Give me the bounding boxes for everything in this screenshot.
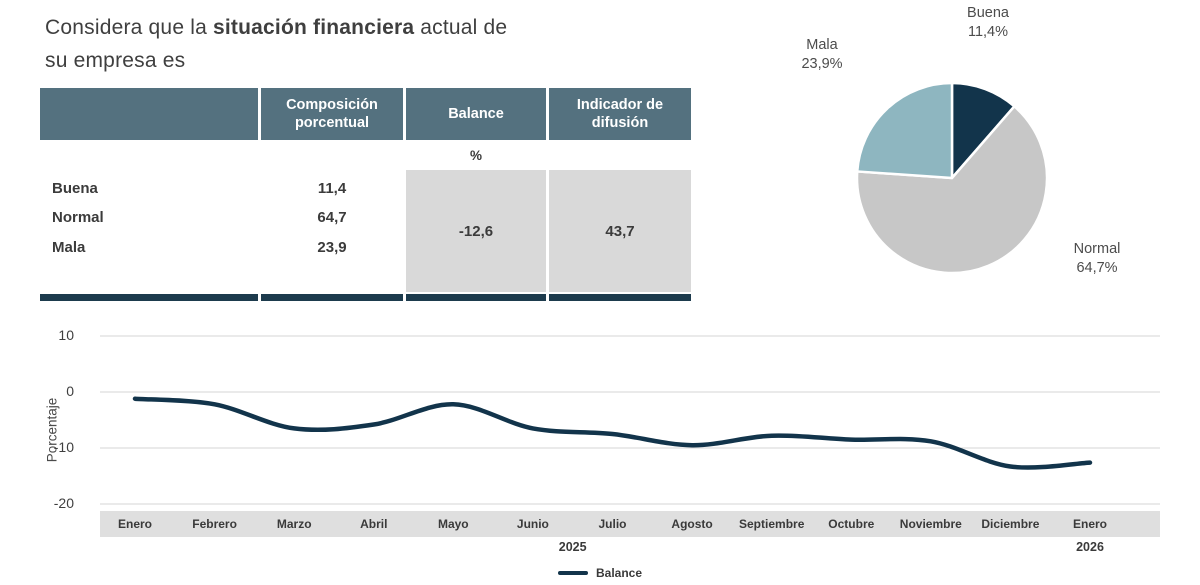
x-tick-3-abril: Abril (360, 517, 388, 531)
table-bottom-rule-4 (549, 294, 691, 301)
balance-value-cell: -12,6 (406, 170, 546, 292)
pie-chart: Buena 11,4% Mala 23,9% Normal 64,7% (780, 0, 1200, 315)
row-label-normal: Normal (52, 209, 104, 227)
x-tick-2-marzo: Marzo (276, 517, 312, 531)
x-tick-1-febrero: Febrero (192, 517, 237, 531)
value-mala: 23,9 (317, 238, 347, 256)
difusion-value: 43,7 (605, 222, 635, 240)
balance-value: -12,6 (458, 222, 494, 240)
x-tick-5-junio: Junio (516, 517, 549, 531)
pie-label-mala: Mala 23,9% (787, 36, 857, 74)
title-suffix: actual de (414, 16, 508, 39)
table-bottom-rule-3 (406, 294, 546, 301)
balance-line-chart: Porcentaje 10 0 -10 -20 Enero Febrero Marzo Ab… (0, 327, 1200, 585)
table-header-balance: Balance (406, 88, 546, 140)
x-tick-6-julio: Julio (598, 517, 627, 531)
x-tick-9-octubre: Octubre (828, 517, 875, 531)
summary-table: Composición porcentual Balance Indicador… (40, 88, 691, 301)
unit-percent-label: % (469, 147, 482, 163)
x-tick-7-agosto: Agosto (671, 517, 713, 531)
pie-label-buena-pct: 11,4% (967, 23, 1009, 40)
year-labels: 2025 2026 (100, 540, 1160, 558)
x-axis-band: Enero Febrero Marzo Abril Mayo Junio Julio Agos… (100, 511, 1160, 537)
pie-label-mala-name: Mala (806, 37, 838, 53)
pie-slice-mala (855, 81, 954, 180)
row-label-buena: Buena (52, 180, 98, 198)
composicion-values-column: 11,4 64,7 23,9 (261, 170, 403, 292)
row-labels-column: Buena Normal Mala (40, 170, 258, 292)
title-prefix: Considera que la (45, 16, 214, 39)
pie-label-normal-name: Normal (1073, 241, 1121, 257)
year-label-2025: 2025 (558, 540, 587, 554)
table-header-empty (40, 88, 258, 140)
pie-slice-normal (855, 105, 1049, 275)
table-header-difusion: Indicador de difusión (549, 88, 691, 140)
table-header-composicion: Composición porcentual (261, 88, 403, 140)
pie-label-normal: Normal 64,7% (1062, 240, 1132, 278)
difusion-value-cell: 43,7 (549, 170, 691, 292)
x-tick-8-septiembre: Septiembre (739, 517, 805, 531)
x-tick-4-mayo: Mayo (437, 517, 469, 531)
value-normal: 64,7 (317, 209, 347, 227)
pie-label-normal-pct: 64,7% (1076, 259, 1118, 276)
pie-label-mala-pct: 23,9% (801, 55, 843, 72)
x-tick-12-enero: Enero (1072, 517, 1108, 531)
x-tick-10-noviembre: Noviembre (899, 517, 962, 531)
y-axis-ticks: 10 0 -10 -20 (24, 327, 74, 511)
chart-legend: Balance (100, 566, 1100, 580)
title-line2: su empresa es (45, 48, 186, 72)
balance-line (132, 396, 1093, 470)
x-tick-0-enero: Enero (117, 517, 153, 531)
pie-chart-svg (855, 81, 1049, 275)
row-label-mala: Mala (52, 238, 86, 256)
value-buena: 11,4 (317, 180, 347, 198)
pie-label-buena-name: Buena (967, 5, 1009, 21)
pie-slice-buena (950, 81, 1016, 180)
figure-title: Considera que la situación financiera ac… (45, 12, 507, 77)
legend-line-swatch (557, 571, 588, 575)
table-bottom-rule-2 (261, 294, 403, 301)
line-chart-svg (100, 335, 1160, 505)
x-tick-11-diciembre: Diciembre (981, 517, 1040, 531)
y-tick--20: -20 (53, 495, 74, 511)
y-tick--10: -10 (53, 439, 74, 455)
y-tick-0: 0 (66, 383, 74, 399)
y-tick-10: 10 (58, 327, 74, 343)
year-label-2026: 2026 (1076, 540, 1104, 554)
legend-label: Balance (595, 566, 643, 580)
table-bottom-rule-1 (40, 294, 258, 301)
pie-label-buena: Buena 11,4% (953, 4, 1023, 42)
title-highlight: situación financiera (213, 16, 415, 39)
